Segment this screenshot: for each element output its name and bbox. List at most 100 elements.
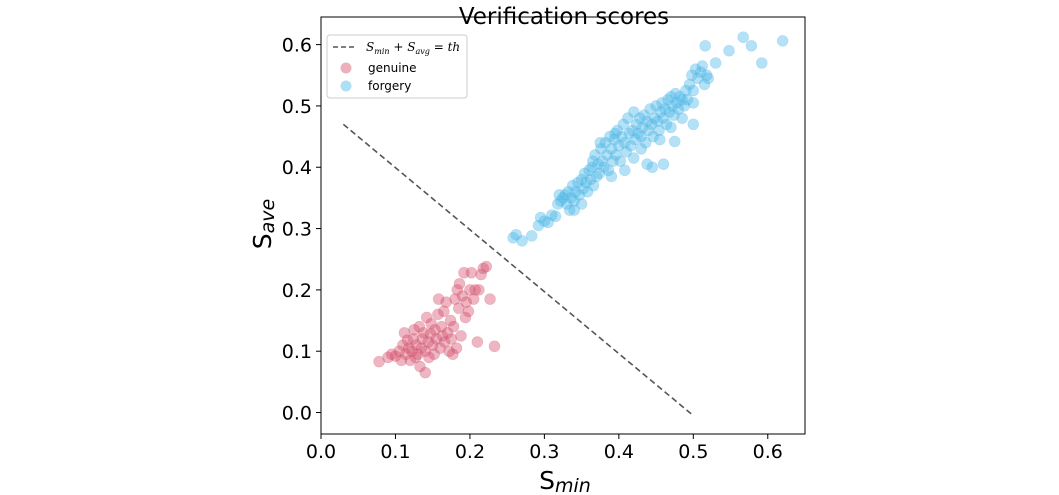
forgery-point (691, 72, 704, 85)
legend-genuine-label: genuine (368, 61, 417, 75)
forgery-point (645, 118, 658, 131)
genuine-point (395, 354, 408, 367)
genuine-point (441, 327, 454, 339)
y-tick-label: 0.3 (282, 219, 312, 241)
genuine-point (425, 317, 438, 330)
forgery-point (554, 195, 567, 207)
genuine-point (445, 333, 458, 345)
forgery-point (620, 146, 633, 158)
forgery-point (546, 209, 558, 221)
genuine-point (426, 339, 439, 351)
y-axis-label: Save (248, 199, 279, 249)
forgery-point (516, 235, 528, 247)
genuine-point (475, 268, 487, 281)
genuine-point (473, 284, 485, 296)
forgery-point (601, 149, 613, 161)
forgery-point (532, 219, 545, 232)
forgery-point (619, 136, 631, 149)
genuine-point (432, 293, 445, 305)
forgery-point (723, 44, 735, 57)
genuine-point (460, 296, 473, 308)
forgery-point (698, 78, 711, 91)
forgery-point (608, 133, 621, 146)
genuine-point (408, 323, 420, 336)
forgery-point (559, 189, 572, 201)
y-tick-label: 0.5 (282, 96, 312, 118)
forgery-point (662, 93, 674, 106)
forgery-point (589, 149, 601, 161)
forgery-point (665, 121, 677, 134)
forgery-point (599, 136, 612, 149)
plot-frame (320, 16, 806, 435)
forgery-point (702, 72, 715, 85)
forgery-point (638, 109, 650, 121)
x-tick-label: 0.5 (678, 441, 708, 463)
genuine-point (382, 351, 394, 364)
legend-forgery-marker (340, 80, 352, 92)
genuine-point (447, 320, 460, 333)
genuine-point (410, 339, 423, 351)
genuine-point (419, 345, 432, 358)
forgery-point (542, 216, 554, 229)
genuine-point (373, 355, 385, 368)
forgery-point (605, 170, 618, 183)
forgery-point (680, 84, 692, 97)
forgery-point (756, 57, 768, 69)
forgery-point (549, 210, 562, 223)
genuine-point (432, 308, 444, 321)
y-tick-label: 0.6 (282, 35, 312, 57)
genuine-point (462, 305, 475, 318)
forgery-point (573, 189, 586, 201)
forgery-point (681, 93, 694, 106)
forgery-point (538, 215, 551, 228)
forgery-point (613, 139, 625, 152)
forgery-point (621, 112, 634, 124)
forgery-point (605, 143, 618, 155)
forgery-point (630, 118, 643, 131)
genuine-point (385, 348, 398, 361)
genuine-point (422, 336, 435, 348)
legend-forgery-label: forgery (368, 79, 411, 93)
forgery-point (587, 179, 600, 192)
genuine-point (413, 320, 426, 333)
x-tick-label: 0.2 (455, 441, 485, 463)
legend: Smin + Savg = th genuine forgery (326, 34, 468, 99)
forgery-point (654, 106, 667, 118)
genuine-point (424, 328, 437, 340)
forgery-point (627, 152, 640, 164)
forgery-point (590, 170, 603, 183)
forgery-point (641, 158, 653, 170)
genuine-point (443, 345, 455, 358)
genuine-point (453, 277, 466, 290)
forgery-point (572, 176, 584, 189)
forgery-point (609, 127, 621, 140)
forgery-point (551, 198, 564, 210)
forgery-point (651, 115, 664, 128)
genuine-point (389, 350, 402, 362)
x-tick-label: 0.6 (753, 441, 783, 463)
forgery-point (668, 109, 680, 121)
genuine-point (458, 266, 470, 279)
forgery-point (650, 100, 662, 112)
genuine-point (411, 348, 424, 361)
forgery-point (566, 179, 579, 192)
forgery-point (687, 84, 700, 97)
forgery-point (568, 204, 580, 216)
forgery-point (700, 69, 713, 82)
genuine-point (420, 311, 433, 324)
forgery-point (568, 195, 580, 207)
forgery-point (776, 35, 789, 47)
genuine-point (400, 348, 412, 361)
genuine-point (449, 293, 461, 305)
genuine-point (477, 262, 490, 275)
genuine-point (416, 333, 429, 345)
forgery-point (676, 93, 688, 106)
forgery-point (653, 133, 666, 146)
forgery-point (594, 136, 607, 149)
forgery-point (583, 164, 595, 177)
forgery-point (580, 176, 592, 189)
forgery-point (644, 103, 656, 115)
genuine-point (438, 305, 450, 318)
forgery-point (647, 130, 659, 143)
